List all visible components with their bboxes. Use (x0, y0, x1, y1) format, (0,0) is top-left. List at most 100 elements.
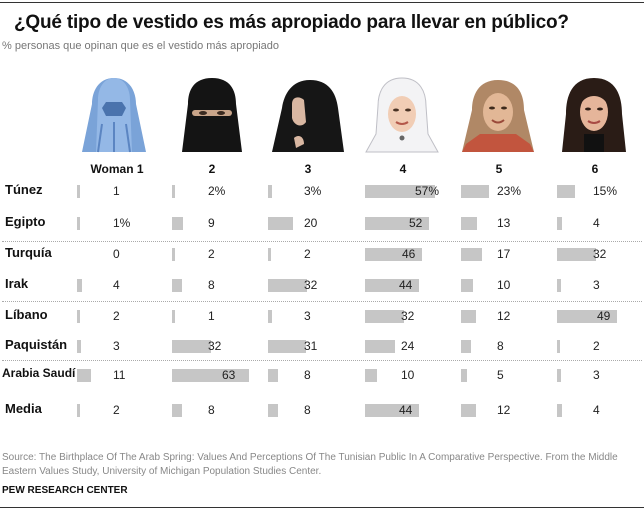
value-bar (172, 248, 175, 261)
value-bar (77, 369, 91, 382)
value-bar (557, 404, 562, 417)
value-label: 2 (304, 247, 311, 261)
value-label: 2 (208, 247, 215, 261)
value-label: 2% (208, 184, 226, 198)
value-label: 8 (497, 339, 504, 353)
value-label: 1% (113, 216, 131, 230)
value-bar (172, 369, 249, 382)
value-label: 2 (113, 309, 120, 323)
value-bar (268, 217, 293, 230)
chart-title: ¿Qué tipo de vestido es más apropiado pa… (14, 12, 569, 33)
value-bar (268, 369, 278, 382)
bottom-rule (0, 507, 644, 508)
value-bar (365, 310, 404, 323)
value-bar (77, 404, 80, 417)
value-label: 2 (593, 339, 600, 353)
row-label: Egipto (5, 214, 46, 229)
burqa-portrait-icon (82, 78, 146, 153)
value-bar (461, 185, 489, 198)
value-label: 4 (593, 403, 600, 417)
value-bar (461, 248, 482, 261)
value-label: 32 (208, 339, 222, 353)
value-label: 3% (304, 184, 322, 198)
value-label: 15% (593, 184, 618, 198)
value-label: 8 (304, 368, 311, 382)
value-bar (461, 404, 476, 417)
value-label: 3 (113, 339, 120, 353)
white-hijab-portrait-icon (365, 77, 439, 153)
value-bar (461, 369, 467, 382)
value-label: 9 (208, 216, 215, 230)
value-label: 10 (497, 278, 511, 292)
value-bar (365, 340, 395, 353)
row-label: Túnez (5, 182, 43, 197)
source-note: Source: The Birthplace Of The Arab Sprin… (2, 452, 618, 477)
value-label: 57% (415, 184, 440, 198)
value-bar (172, 340, 211, 353)
value-label: 2 (113, 403, 120, 417)
value-bar (461, 310, 476, 323)
uncovered-hair-portrait-icon (562, 78, 626, 152)
value-bar (268, 404, 278, 417)
value-label: 4 (593, 216, 600, 230)
value-label: 20 (304, 216, 318, 230)
value-label: 11 (113, 368, 126, 382)
value-label: 4 (113, 278, 120, 292)
value-bar (557, 310, 617, 323)
value-label: 32 (401, 309, 415, 323)
value-label: 0 (113, 247, 120, 261)
value-label: 24 (401, 339, 415, 353)
value-label: 49 (597, 309, 611, 323)
row-label: Arabia Saudí (2, 366, 76, 380)
chart-subtitle: % personas que opinan que es el vestido … (2, 40, 280, 52)
group-separator (2, 241, 642, 242)
value-label: 8 (304, 403, 311, 417)
brand-label: PEW RESEARCH CENTER (2, 485, 128, 496)
value-bar (461, 217, 477, 230)
value-label: 3 (593, 368, 600, 382)
value-bar (557, 217, 562, 230)
loose-headscarf-portrait-icon (462, 80, 534, 152)
value-label: 3 (304, 309, 311, 323)
value-bar (77, 185, 80, 198)
value-label: 10 (401, 368, 415, 382)
value-label: 46 (402, 247, 416, 261)
value-label: 1 (113, 184, 120, 198)
value-bar (557, 340, 560, 353)
value-label: 44 (399, 278, 413, 292)
chador-portrait-icon (272, 80, 344, 152)
value-bar (461, 279, 473, 292)
value-bar (268, 279, 307, 292)
value-bar (77, 279, 82, 292)
value-bar (268, 248, 271, 261)
row-label: Paquistán (5, 337, 68, 352)
value-bar (365, 369, 377, 382)
value-bar (365, 404, 419, 417)
value-bar (268, 340, 306, 353)
value-bar (77, 340, 81, 353)
group-separator (2, 360, 642, 361)
value-label: 31 (304, 339, 318, 353)
value-bar (268, 185, 272, 198)
value-bar (557, 369, 561, 382)
value-bar (557, 248, 596, 261)
value-label: 32 (593, 247, 607, 261)
value-label: 63 (222, 368, 236, 382)
row-label: Líbano (5, 307, 48, 322)
value-bar (268, 310, 272, 323)
value-bar (77, 310, 80, 323)
value-bar (172, 185, 175, 198)
value-label: 23% (497, 184, 522, 198)
value-bar (365, 279, 419, 292)
value-bar (557, 185, 575, 198)
row-label: Turquía (5, 245, 52, 260)
group-separator (2, 301, 642, 302)
value-label: 8 (208, 403, 215, 417)
value-label: 8 (208, 278, 215, 292)
value-label: 17 (497, 247, 511, 261)
value-label: 3 (593, 278, 600, 292)
value-bar (365, 248, 422, 261)
column-header-3: 3 (304, 162, 312, 176)
value-bar (172, 310, 175, 323)
value-label: 12 (497, 403, 511, 417)
